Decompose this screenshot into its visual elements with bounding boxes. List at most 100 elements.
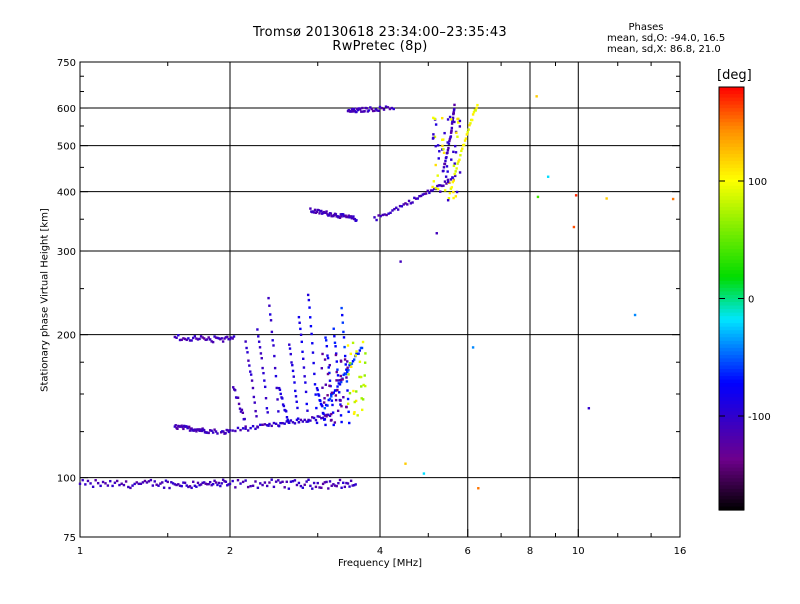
data-point — [446, 151, 449, 154]
data-point — [450, 186, 454, 189]
data-point — [352, 107, 356, 111]
data-point — [247, 359, 250, 362]
data-point — [338, 383, 342, 386]
data-point — [323, 407, 327, 410]
colorbar-segment — [719, 502, 744, 508]
data-point — [465, 133, 469, 136]
data-point — [363, 110, 366, 113]
data-point — [197, 428, 200, 431]
data-point — [254, 427, 257, 431]
data-point — [336, 368, 339, 371]
data-point — [195, 337, 198, 340]
data-point — [213, 335, 216, 338]
data-point — [151, 484, 155, 487]
data-point — [346, 366, 349, 369]
data-point — [383, 213, 386, 216]
data-point — [157, 484, 160, 487]
colorbar-segment — [719, 446, 744, 451]
data-point — [309, 316, 312, 319]
data-point — [293, 422, 297, 425]
data-point — [357, 352, 360, 355]
data-point — [320, 486, 323, 489]
data-point — [451, 116, 455, 120]
data-point — [301, 486, 305, 489]
data-point — [380, 106, 384, 110]
data-point — [313, 208, 317, 212]
y-tick-label: 600 — [57, 104, 76, 115]
data-point — [377, 214, 380, 217]
data-point — [452, 190, 455, 194]
colorbar-segment — [719, 231, 744, 236]
colorbar-segment — [719, 361, 744, 367]
data-point — [311, 416, 314, 419]
data-point — [404, 462, 407, 465]
data-point — [280, 396, 283, 399]
colorbar-segment — [719, 393, 744, 398]
data-point — [472, 111, 476, 114]
colorbar-segment — [719, 287, 744, 293]
data-point — [330, 399, 334, 402]
colorbar-segment — [719, 499, 744, 504]
data-point — [340, 405, 343, 408]
data-point — [161, 481, 164, 484]
data-point — [433, 117, 437, 121]
data-point — [183, 481, 187, 485]
data-point — [304, 390, 308, 394]
data-point — [330, 395, 333, 398]
data-point — [346, 370, 349, 374]
data-point — [256, 486, 260, 490]
data-point — [338, 478, 342, 482]
data-point — [233, 388, 236, 391]
data-point — [265, 484, 269, 488]
data-point — [352, 412, 356, 415]
data-point — [313, 383, 317, 386]
data-point — [245, 346, 248, 350]
data-point — [446, 118, 450, 121]
phases-o-stats: mean, sd,O: -94.0, 16.5 — [607, 33, 726, 44]
data-point — [434, 186, 438, 190]
data-point — [454, 170, 457, 173]
y-tick-label: 750 — [57, 58, 76, 69]
data-point — [345, 376, 348, 379]
data-point — [211, 340, 215, 344]
data-point — [450, 129, 453, 132]
data-point — [468, 123, 471, 127]
data-point — [185, 338, 188, 342]
data-point — [221, 478, 225, 481]
data-point — [204, 482, 207, 485]
phases-x-stats: mean, sd,X: 86.8, 21.0 — [607, 44, 721, 55]
data-point — [253, 401, 256, 404]
data-point — [217, 481, 221, 485]
data-point — [198, 429, 201, 432]
data-point — [327, 413, 330, 416]
data-point — [318, 212, 321, 215]
data-point — [448, 115, 452, 119]
data-point — [443, 162, 447, 166]
data-point — [251, 386, 255, 390]
data-point — [449, 131, 453, 134]
data-point — [326, 213, 329, 216]
data-point — [436, 174, 439, 177]
data-point — [446, 199, 450, 202]
data-point — [356, 414, 359, 417]
colorbar-segment — [719, 263, 744, 268]
data-point — [324, 403, 328, 407]
data-point — [446, 141, 449, 144]
y-tick-label: 100 — [57, 474, 76, 485]
data-point — [278, 388, 282, 391]
data-point — [385, 213, 388, 217]
data-point — [452, 109, 456, 112]
data-point — [337, 482, 340, 485]
data-point — [346, 397, 350, 401]
colorbar-segment — [719, 316, 744, 321]
y-tick-label: 400 — [57, 188, 76, 199]
data-point — [343, 354, 347, 358]
data-point — [296, 406, 299, 410]
data-point — [443, 189, 447, 192]
data-point — [355, 110, 358, 114]
data-point — [325, 210, 328, 213]
data-point — [456, 117, 459, 121]
data-point — [451, 119, 455, 122]
data-point — [332, 423, 335, 427]
data-point — [251, 484, 255, 487]
